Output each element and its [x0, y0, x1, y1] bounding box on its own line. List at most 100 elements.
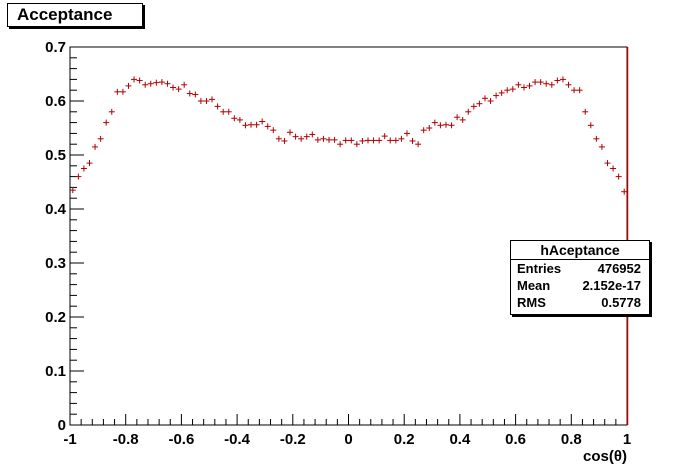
data-point: [548, 81, 555, 88]
data-point: [415, 141, 422, 148]
data-point: [398, 135, 405, 142]
x-tick-label: -0.8: [113, 431, 139, 448]
data-point: [231, 115, 238, 122]
data-point: [470, 103, 477, 110]
y-tick-label: 0.1: [45, 363, 66, 380]
y-tick-label: 0.3: [45, 255, 66, 272]
data-point: [448, 122, 455, 129]
y-tick-label: 0.2: [45, 309, 66, 326]
data-point: [303, 133, 310, 140]
data-point: [270, 127, 277, 134]
y-tick-label: 0.5: [45, 147, 66, 164]
data-point: [331, 136, 338, 143]
data-point: [532, 79, 539, 86]
data-point: [158, 79, 165, 86]
data-point: [504, 87, 511, 94]
y-tick-label: 0: [58, 417, 66, 434]
y-tick-label: 0.7: [45, 39, 66, 56]
data-point: [170, 84, 177, 91]
data-point: [454, 114, 461, 121]
data-point: [242, 122, 249, 129]
data-point: [582, 108, 589, 115]
data-point: [604, 160, 611, 167]
y-tick-label: 0.4: [45, 201, 67, 218]
data-point: [264, 123, 271, 130]
data-point: [376, 137, 383, 144]
data-point: [125, 82, 132, 89]
plot-frame: [69, 46, 628, 426]
data-point: [192, 91, 199, 98]
x-tick-label: -1: [63, 431, 76, 448]
data-point: [103, 119, 110, 126]
data-point: [437, 122, 444, 129]
data-point: [236, 116, 243, 123]
data-point: [309, 131, 316, 138]
data-point: [197, 98, 204, 104]
x-tick-label: -0.4: [224, 431, 251, 448]
stats-title: hAceptance: [511, 241, 649, 260]
data-point: [147, 80, 154, 87]
data-point: [292, 133, 299, 140]
x-tick-label: -0.2: [280, 431, 306, 448]
stats-label: RMS: [517, 295, 546, 310]
y-tick-label: 0.6: [45, 93, 66, 110]
x-tick-label: 0.4: [449, 431, 471, 448]
x-tick-label: 1: [623, 431, 631, 448]
data-point: [153, 79, 160, 86]
stats-row-entries: Entries 476952: [511, 260, 649, 277]
data-point: [481, 95, 488, 102]
data-point: [576, 87, 583, 94]
data-point: [86, 160, 93, 167]
data-point: [220, 108, 227, 115]
x-tick-label: 0: [344, 431, 352, 448]
data-point: [181, 81, 188, 88]
data-point: [248, 121, 255, 128]
data-point: [136, 77, 143, 84]
data-point: [97, 135, 104, 142]
stats-box: hAceptance Entries 476952 Mean 2.152e-17…: [510, 240, 650, 315]
data-point: [119, 88, 126, 95]
data-point: [565, 81, 572, 88]
data-point: [465, 108, 472, 115]
data-point: [370, 137, 377, 144]
data-point: [75, 173, 82, 180]
data-point: [554, 77, 561, 84]
data-point: [209, 96, 216, 103]
data-point: [320, 135, 327, 142]
stats-label: Mean: [517, 278, 551, 293]
data-point: [515, 81, 522, 88]
stats-value: 476952: [597, 261, 641, 276]
x-tick-label: -0.6: [168, 431, 194, 448]
data-point: [164, 80, 171, 87]
data-point: [114, 88, 121, 95]
data-point: [131, 76, 138, 83]
data-point: [381, 133, 388, 140]
data-point: [593, 135, 600, 142]
x-tick-label: 0.8: [561, 431, 582, 448]
data-point: [259, 118, 266, 125]
data-point: [186, 90, 193, 97]
data-point: [359, 137, 366, 144]
data-point: [520, 84, 527, 91]
x-tick-label: 0.6: [505, 431, 526, 448]
data-point: [559, 76, 566, 83]
data-points: [69, 76, 628, 195]
data-point: [476, 100, 483, 107]
data-point: [537, 79, 544, 86]
data-point: [493, 92, 500, 99]
data-point: [80, 165, 87, 172]
stats-row-mean: Mean 2.152e-17: [511, 277, 649, 294]
x-tick-label: 0.2: [394, 431, 415, 448]
data-point: [420, 127, 427, 134]
data-point: [326, 136, 333, 143]
data-point: [342, 137, 349, 144]
data-point: [298, 135, 305, 142]
data-point: [426, 125, 433, 131]
data-point: [543, 80, 550, 87]
data-point: [281, 137, 288, 144]
data-point: [353, 141, 360, 148]
data-point: [587, 122, 594, 129]
axis-ticks: [69, 46, 628, 426]
data-point: [571, 87, 578, 94]
data-point: [509, 86, 516, 93]
